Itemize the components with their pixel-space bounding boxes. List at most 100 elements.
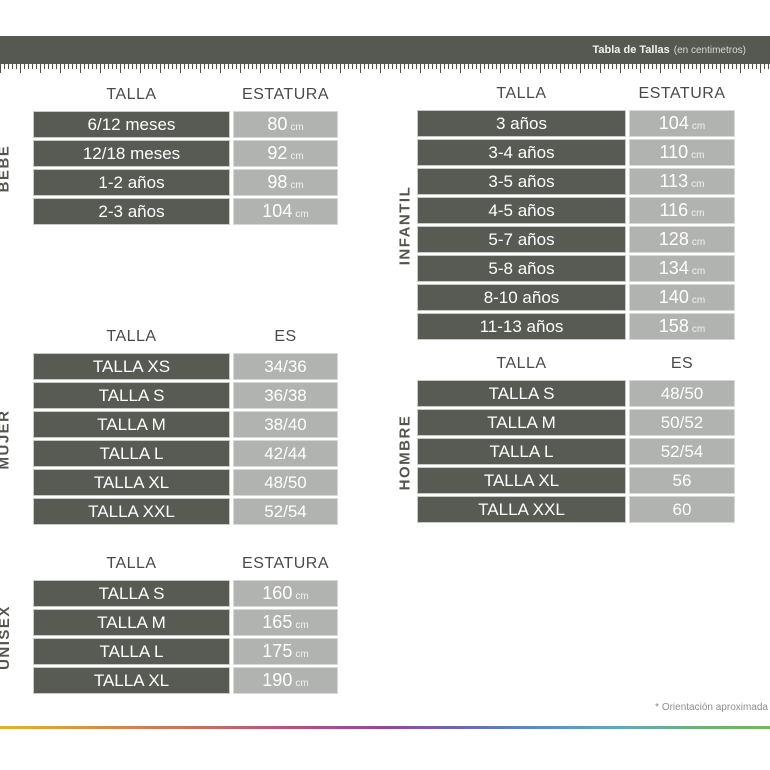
es-cell: 34/36: [233, 353, 338, 380]
table-row: TALLA S 160 cm: [33, 580, 339, 607]
column-header-talla: TALLA: [496, 85, 547, 102]
approximation-note: * Orientación aproximada: [655, 702, 768, 713]
talla-cell: TALLA XS: [33, 353, 230, 380]
table-row: 3-5 años 113 cm: [417, 168, 737, 195]
estatura-cell: 175 cm: [233, 638, 338, 665]
talla-cell: 5-8 años: [417, 255, 626, 282]
estatura-unit: cm: [691, 266, 706, 277]
table-mujer: TALLA ES TALLA XS 34/36 TALLA S 36/38 TA…: [33, 326, 339, 527]
section-label-mujer: MUJER: [0, 408, 13, 470]
section-label-unisex: UNISEX: [0, 604, 13, 670]
table-row: TALLA XXL 52/54: [33, 498, 339, 525]
estatura-unit: cm: [691, 150, 705, 161]
table-row: TALLA M 165 cm: [33, 609, 339, 636]
estatura-unit: cm: [691, 324, 706, 335]
talla-cell: TALLA XL: [417, 467, 626, 494]
section-label-infantil: INFANTIL: [396, 185, 414, 265]
talla-cell: TALLA M: [417, 409, 626, 436]
talla-cell: 3-4 años: [417, 139, 626, 166]
table-row: TALLA S 48/50: [417, 380, 737, 407]
talla-cell: TALLA S: [33, 580, 230, 607]
es-cell: 52/54: [233, 498, 338, 525]
column-header-talla: TALLA: [106, 328, 157, 345]
estatura-unit: cm: [290, 122, 304, 133]
page-subtitle: (en centimetros): [673, 44, 746, 56]
talla-cell: TALLA L: [417, 438, 626, 465]
talla-cell: TALLA L: [33, 440, 230, 467]
estatura-unit: cm: [295, 591, 309, 602]
talla-cell: 12/18 meses: [33, 140, 230, 167]
es-cell: 60: [629, 496, 735, 523]
table-row: 1-2 años 98 cm: [33, 169, 339, 196]
estatura-value: 116: [659, 200, 689, 220]
table-row: 5-8 años 134 cm: [417, 255, 737, 282]
talla-cell: 4-5 años: [417, 197, 626, 224]
estatura-value: 190: [262, 670, 293, 690]
table-row: TALLA XL 48/50: [33, 469, 339, 496]
talla-cell: 3 años: [417, 110, 626, 137]
table-row: TALLA S 36/38: [33, 382, 339, 409]
table-row: TALLA L 175 cm: [33, 638, 339, 665]
table-row: TALLA M 50/52: [417, 409, 737, 436]
es-cell: 38/40: [233, 411, 338, 438]
estatura-cell: 113 cm: [629, 168, 735, 195]
estatura-cell: 116 cm: [629, 197, 735, 224]
talla-cell: 6/12 meses: [33, 111, 230, 138]
talla-cell: 2-3 años: [33, 198, 230, 225]
table-row: TALLA L 52/54: [417, 438, 737, 465]
column-header-es: ES: [274, 328, 297, 345]
estatura-cell: 104 cm: [629, 110, 735, 137]
estatura-unit: cm: [295, 649, 309, 660]
estatura-unit: cm: [691, 295, 706, 306]
estatura-unit: cm: [295, 209, 309, 220]
table-row: TALLA XL 190 cm: [33, 667, 339, 694]
estatura-cell: 165 cm: [233, 609, 338, 636]
talla-cell: 3-5 años: [417, 168, 626, 195]
column-header-es: ES: [670, 355, 694, 372]
talla-cell: 11-13 años: [417, 313, 626, 340]
talla-cell: TALLA XL: [33, 469, 230, 496]
estatura-cell: 104 cm: [233, 198, 338, 225]
estatura-value: 104: [262, 201, 293, 221]
table-row: 3-4 años 110 cm: [417, 139, 737, 166]
measuring-tape-ruler: [0, 64, 770, 73]
table-unisex: TALLA ESTATURA TALLA S 160 cm TALLA M 165…: [33, 553, 339, 696]
column-header-talla: TALLA: [106, 86, 157, 103]
estatura-cell: 110 cm: [629, 139, 735, 166]
estatura-unit: cm: [290, 180, 304, 191]
table-infantil: TALLA ESTATURA 3 años 104 cm 3-4 años 110…: [417, 83, 737, 342]
table-hombre: TALLA ES TALLA S 48/50 TALLA M 50/52 TAL…: [417, 353, 737, 525]
table-row: 12/18 meses 92 cm: [33, 140, 339, 167]
estatura-cell: 80 cm: [233, 111, 338, 138]
estatura-value: 158: [658, 316, 689, 336]
talla-cell: TALLA XXL: [33, 498, 230, 525]
estatura-unit: cm: [691, 121, 706, 132]
es-cell: 48/50: [233, 469, 338, 496]
es-cell: 56: [629, 467, 735, 494]
talla-cell: TALLA L: [33, 638, 230, 665]
estatura-cell: 140 cm: [629, 284, 735, 311]
column-header-estatura: ESTATURA: [638, 85, 726, 102]
es-cell: 36/38: [233, 382, 338, 409]
talla-cell: 1-2 años: [33, 169, 230, 196]
table-row: TALLA L 42/44: [33, 440, 339, 467]
page-title: Tabla de Tallas: [592, 44, 670, 56]
table-header: TALLA ESTATURA: [33, 553, 339, 575]
estatura-unit: cm: [691, 179, 705, 190]
column-header-estatura: ESTATURA: [242, 86, 329, 103]
talla-cell: 8-10 años: [417, 284, 626, 311]
table-row: TALLA XXL 60: [417, 496, 737, 523]
table-row: TALLA XS 34/36: [33, 353, 339, 380]
estatura-unit: cm: [290, 151, 304, 162]
talla-cell: TALLA M: [33, 411, 230, 438]
estatura-cell: 160 cm: [233, 580, 338, 607]
estatura-value: 110: [659, 142, 689, 162]
table-row: 8-10 años 140 cm: [417, 284, 737, 311]
column-header-talla: TALLA: [106, 555, 157, 572]
estatura-value: 134: [658, 258, 689, 278]
estatura-unit: cm: [295, 678, 309, 689]
estatura-value: 98: [267, 172, 288, 192]
estatura-value: 128: [658, 229, 689, 249]
estatura-cell: 134 cm: [629, 255, 735, 282]
table-row: TALLA XL 56: [417, 467, 737, 494]
